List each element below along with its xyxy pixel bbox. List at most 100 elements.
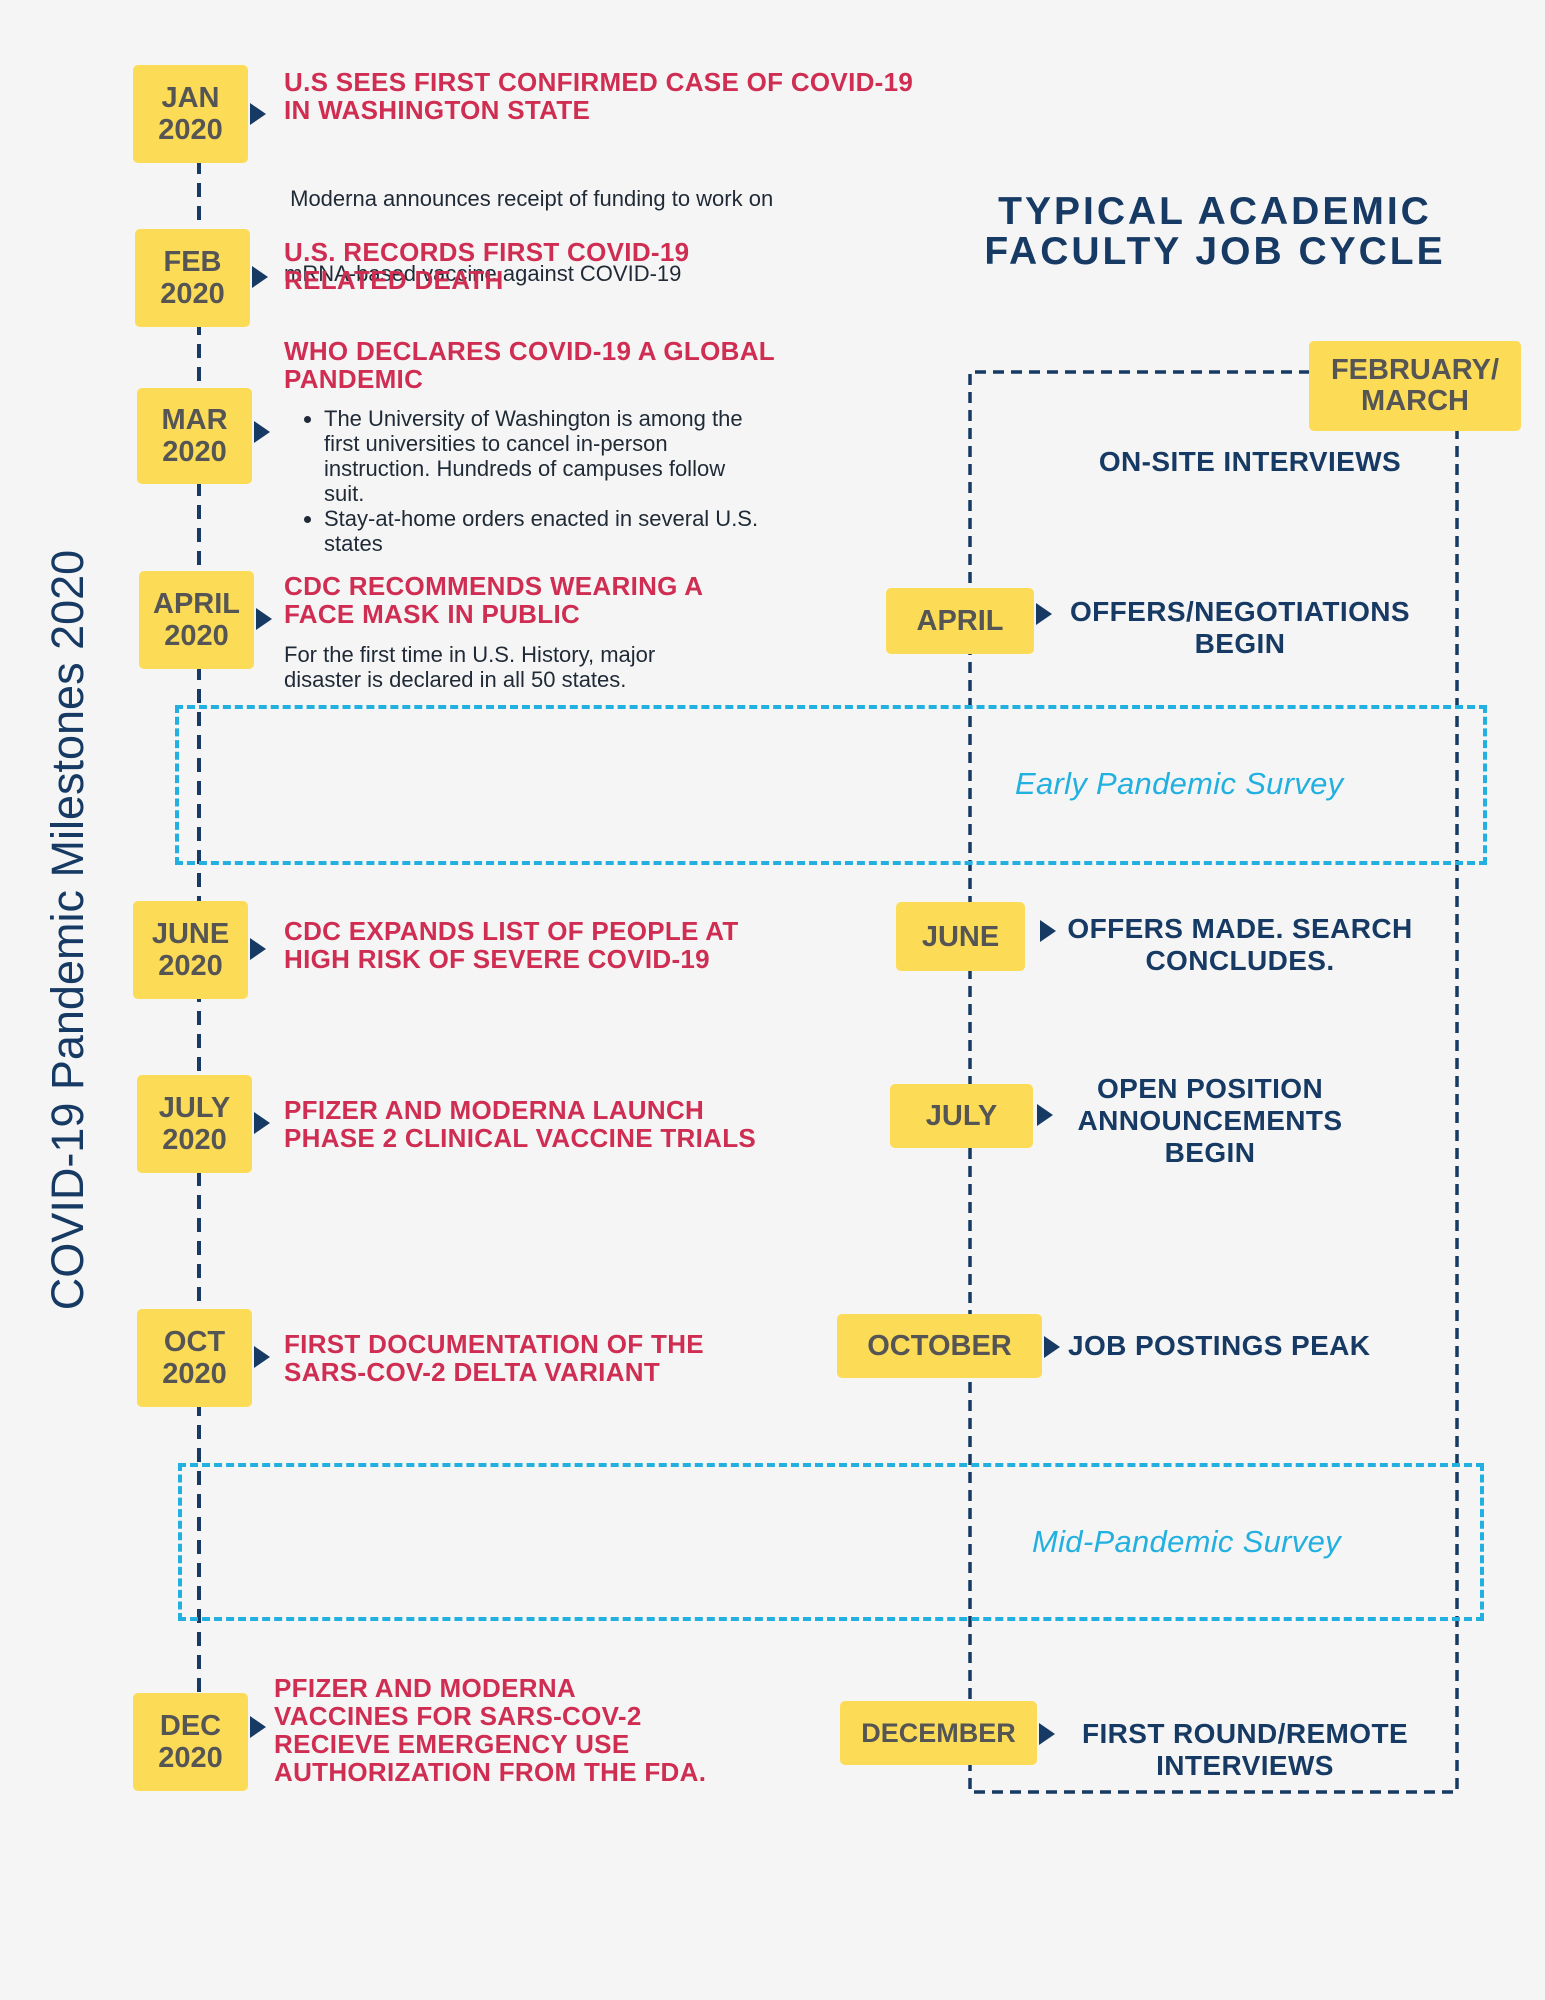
milestone-bullets-mar: The University of Washington is among th…: [284, 406, 758, 556]
heading-line: CDC RECOMMENDS WEARING A: [284, 571, 704, 601]
heading-line: PANDEMIC: [284, 364, 424, 394]
month-badge-july: JULY 2020: [137, 1075, 252, 1173]
arrow-icon: [252, 266, 268, 288]
mid-pandemic-survey-window: [178, 1463, 1484, 1621]
heading-line: AUTHORIZATION FROM THE FDA.: [274, 1757, 707, 1787]
milestone-heading-dec: PFIZER AND MODERNA VACCINES FOR SARS-COV…: [274, 1674, 706, 1786]
cycle-text-feb-march: ON-SITE INTERVIEWS: [1080, 446, 1420, 478]
arrow-icon: [1036, 603, 1052, 625]
cycle-text-line: BEGIN: [1194, 628, 1286, 659]
cycle-text-line: INTERVIEWS: [1156, 1750, 1334, 1781]
cycle-text-july: OPEN POSITION ANNOUNCEMENTS BEGIN: [1040, 1073, 1380, 1169]
cycle-badge-july: JULY: [890, 1084, 1033, 1148]
month-badge-month: JULY: [158, 1092, 231, 1124]
cycle-badge-line: JUNE: [921, 920, 1000, 953]
job-cycle-title-line2: FACULTY JOB CYCLE: [984, 230, 1446, 273]
cycle-text-october: JOB POSTINGS PEAK: [1068, 1330, 1370, 1362]
month-badge-year: 2020: [158, 950, 223, 982]
arrow-icon: [256, 608, 272, 630]
bullet-line: first universities to cancel in-person: [324, 431, 668, 456]
cycle-badge-line: JULY: [925, 1100, 998, 1132]
month-badge-oct: OCT 2020: [137, 1309, 252, 1407]
job-cycle-title-line1: TYPICAL ACADEMIC: [998, 190, 1432, 233]
early-pandemic-survey-label: Early Pandemic Survey: [1015, 766, 1344, 801]
milestone-body-april: For the first time in U.S. History, majo…: [284, 642, 655, 692]
arrow-icon: [250, 1716, 266, 1738]
heading-line: U.S SEES FIRST CONFIRMED CASE OF COVID-1…: [284, 67, 914, 97]
heading-line: FACE MASK IN PUBLIC: [284, 599, 581, 629]
month-badge-month: JAN: [161, 82, 220, 114]
cycle-text-line: FIRST ROUND/REMOTE: [1081, 1718, 1409, 1749]
month-badge-year: 2020: [162, 436, 227, 468]
arrow-icon: [250, 938, 266, 960]
cycle-text-december: FIRST ROUND/REMOTE INTERVIEWS: [1050, 1718, 1440, 1782]
body-line: For the first time in U.S. History, majo…: [284, 642, 656, 667]
cycle-text-line: OFFERS MADE. SEARCH: [1067, 913, 1413, 944]
arrow-icon: [1037, 1104, 1053, 1126]
month-badge-month: FEB: [163, 246, 222, 278]
month-badge-dec: DEC 2020: [133, 1693, 248, 1791]
arrow-icon: [1040, 920, 1056, 942]
heading-line: U.S. RECORDS FIRST COVID-19: [284, 237, 690, 267]
job-cycle-loop: [968, 370, 1459, 1794]
side-title: COVID-19 Pandemic Milestones 2020: [42, 549, 93, 1311]
month-badge-year: 2020: [158, 114, 223, 146]
cycle-text-june: OFFERS MADE. SEARCH CONCLUDES.: [1050, 913, 1430, 977]
month-badge-month: DEC: [159, 1710, 222, 1742]
month-badge-year: 2020: [162, 1124, 227, 1156]
heading-line: HIGH RISK OF SEVERE COVID-19: [284, 944, 710, 974]
bullet-line: Stay-at-home orders enacted in several U…: [324, 506, 759, 531]
month-badge-month: MAR: [161, 404, 228, 436]
milestone-heading-july: PFIZER AND MODERNA LAUNCH PHASE 2 CLINIC…: [284, 1096, 756, 1152]
heading-line: VACCINES FOR SARS-COV-2: [274, 1701, 642, 1731]
month-badge-feb: FEB 2020: [135, 229, 250, 327]
cycle-text-line: OFFERS/NEGOTIATIONS: [1070, 596, 1410, 627]
arrow-icon: [1044, 1336, 1060, 1358]
cycle-badge-june: JUNE: [896, 902, 1025, 971]
cycle-badge-october: OCTOBER: [837, 1314, 1042, 1378]
bullet-line: suit.: [324, 481, 365, 506]
cycle-text-line: OPEN POSITION: [1096, 1073, 1324, 1104]
cycle-badge-line: MARCH: [1361, 385, 1469, 417]
milestone-heading-mar: WHO DECLARES COVID-19 A GLOBAL PANDEMIC: [284, 337, 775, 393]
milestone-heading-june: CDC EXPANDS LIST OF PEOPLE AT HIGH RISK …: [284, 917, 739, 973]
cycle-text-line: ANNOUNCEMENTS: [1077, 1105, 1343, 1136]
heading-line: IN WASHINGTON STATE: [284, 95, 591, 125]
bullet-line: The University of Washington is among th…: [324, 406, 743, 431]
heading-line: PFIZER AND MODERNA: [274, 1673, 576, 1703]
arrow-icon: [254, 1346, 270, 1368]
cycle-badge-line: OCTOBER: [867, 1330, 1012, 1362]
bullet-line: instruction. Hundreds of campuses follow: [324, 456, 726, 481]
cycle-badge-line: FEBRUARY/: [1330, 354, 1500, 386]
month-badge-april: APRIL 2020: [139, 571, 254, 669]
milestone-heading-april: CDC RECOMMENDS WEARING A FACE MASK IN PU…: [284, 572, 703, 628]
month-badge-year: 2020: [164, 620, 229, 652]
body-line: disaster is declared in all 50 states.: [284, 667, 627, 692]
cycle-text-line: BEGIN: [1164, 1137, 1256, 1168]
bullet-item: Stay-at-home orders enacted in several U…: [324, 506, 758, 556]
heading-line: CDC EXPANDS LIST OF PEOPLE AT: [284, 916, 739, 946]
heading-line: FIRST DOCUMENTATION OF THE: [284, 1329, 704, 1359]
month-badge-mar: MAR 2020: [137, 388, 252, 484]
arrow-icon: [254, 1112, 270, 1134]
heading-line: PHASE 2 CLINICAL VACCINE TRIALS: [284, 1123, 757, 1153]
milestone-heading-oct: FIRST DOCUMENTATION OF THE SARS-COV-2 DE…: [284, 1330, 704, 1386]
cycle-text-line: ON-SITE INTERVIEWS: [1098, 446, 1402, 477]
month-badge-june: JUNE 2020: [133, 901, 248, 999]
milestone-heading-jan: U.S SEES FIRST CONFIRMED CASE OF COVID-1…: [284, 68, 913, 124]
cycle-badge-december: DECEMBER: [840, 1701, 1037, 1765]
month-badge-month: APRIL: [153, 588, 240, 620]
arrow-icon: [250, 103, 266, 125]
body-line: Moderna announces receipt of funding to …: [284, 186, 774, 211]
bullet-line: states: [324, 531, 383, 556]
bullet-item: The University of Washington is among th…: [324, 406, 758, 506]
heading-line: RELATED DEATH: [284, 265, 504, 295]
cycle-badge-april: APRIL: [886, 588, 1034, 654]
cycle-badge-feb-march: FEBRUARY/ MARCH: [1309, 341, 1521, 431]
cycle-text-line: JOB POSTINGS PEAK: [1068, 1330, 1371, 1361]
cycle-badge-line: DECEMBER: [861, 1718, 1016, 1748]
arrow-icon: [1039, 1723, 1055, 1745]
cycle-text-april: OFFERS/NEGOTIATIONS BEGIN: [1050, 596, 1430, 660]
month-badge-year: 2020: [158, 1742, 223, 1774]
mid-pandemic-survey-label: Mid-Pandemic Survey: [1032, 1524, 1341, 1559]
